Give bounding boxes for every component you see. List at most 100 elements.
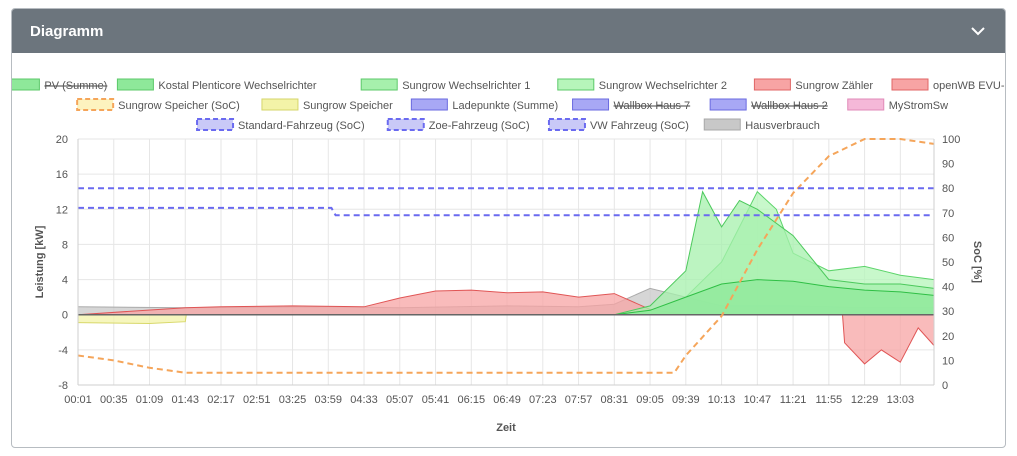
x-tick-label: 01:43 [171, 394, 199, 406]
legend-item-sungrow-z-hler[interactable]: Sungrow Zähler [753, 78, 873, 92]
legend-swatch [572, 98, 610, 111]
legend-item-wallbox-haus-7[interactable]: Wallbox Haus 7 [572, 98, 691, 112]
series-zoe-fahrzeug-soc [78, 206, 934, 217]
series-sungrow-speicher-soc [77, 138, 935, 374]
legend-item-sungrow-wechselrichter-1[interactable]: Sungrow Wechselrichter 1 [360, 78, 530, 92]
x-tick-label: 08:31 [601, 394, 629, 406]
y2-tick-label: 30 [942, 306, 954, 318]
x-tick-label: 00:35 [100, 394, 128, 406]
x-tick-label: 03:59 [315, 394, 343, 406]
legend-item-vw-fahrzeug-soc[interactable]: VW Fahrzeug (SoC) [547, 118, 689, 132]
grid [77, 138, 934, 386]
legend-swatch [547, 118, 586, 131]
chart-svg: PV (Summe) Kostal Plenticore Wechselricht… [12, 78, 1006, 434]
legend-swatch [410, 98, 448, 111]
legend-item-openwb-evu-kit[interactable]: openWB EVU-Kit [891, 78, 1006, 92]
x-tick-label: 05:41 [422, 394, 450, 406]
chevron-down-icon[interactable] [969, 22, 987, 40]
x-tick-label: 05:07 [386, 394, 414, 406]
legend-label: Ladepunkte (Summe) [452, 100, 558, 112]
x-tick-label: 07:23 [529, 394, 557, 406]
x-tick-label: 01:09 [136, 394, 164, 406]
legend-item-pv-summe[interactable]: PV (Summe) [12, 78, 107, 92]
legend-label: Wallbox Haus 7 [614, 100, 691, 112]
x-tick-label: 11:21 [780, 394, 807, 406]
x-tick-label: 06:15 [458, 394, 486, 406]
legend-swatch [847, 98, 885, 111]
legend-item-sungrow-wechselrichter-2[interactable]: Sungrow Wechselrichter 2 [557, 78, 727, 92]
legend-label: Sungrow Wechselrichter 1 [402, 80, 530, 92]
legend-label: Standard-Fahrzeug (SoC) [238, 120, 365, 132]
legend-item-standard-fahrzeug-soc[interactable]: Standard-Fahrzeug (SoC) [196, 118, 365, 132]
chart-area: PV (Summe) Kostal Plenticore Wechselricht… [12, 53, 1006, 447]
x-tick-label: 11:55 [815, 394, 842, 406]
legend-swatch [76, 98, 115, 111]
x-tick-label: 12:29 [851, 394, 879, 406]
legend-item-kostal-plenticore-wechselrichter[interactable]: Kostal Plenticore Wechselrichter [116, 78, 317, 92]
y-tick-label: 4 [62, 275, 68, 287]
y2-tick-label: 40 [942, 282, 954, 294]
y2-axis-label: SoC [%] [971, 241, 983, 284]
legend-item-sungrow-speicher[interactable]: Sungrow Speicher [261, 98, 393, 112]
legend-swatch [261, 98, 299, 111]
legend-item-sungrow-speicher-soc[interactable]: Sungrow Speicher (SoC) [76, 98, 240, 112]
legend-swatch [703, 118, 741, 131]
x-tick-label: 10:47 [744, 394, 772, 406]
legend-item-wallbox-haus-2[interactable]: Wallbox Haus 2 [709, 98, 828, 112]
legend-swatch [12, 78, 40, 91]
legend-label: VW Fahrzeug (SoC) [590, 120, 689, 132]
x-tick-label: 07:57 [565, 394, 593, 406]
legend-label: Sungrow Wechselrichter 2 [599, 80, 727, 92]
y2-tick-label: 10 [942, 355, 954, 367]
y-tick-label: 16 [56, 169, 68, 181]
x-tick-label: 06:49 [493, 394, 521, 406]
legend-swatch [386, 118, 425, 131]
legend-swatch [557, 78, 595, 91]
x-tick-label: 13:03 [887, 394, 915, 406]
legend-label: MyStromSw [889, 100, 948, 112]
y-axis-label: Leistung [kW] [34, 225, 46, 298]
y-tick-label: -8 [58, 380, 68, 392]
y2-tick-label: 20 [942, 331, 954, 343]
series-line [77, 314, 934, 325]
legend-label: Zoe-Fahrzeug (SoC) [429, 120, 530, 132]
x-tick-label: 02:51 [243, 394, 271, 406]
series-area [78, 279, 934, 315]
y-tick-label: 12 [56, 204, 68, 216]
y-tick-label: 0 [62, 310, 68, 322]
series-sungrow-wechselrichter-1 [78, 190, 935, 316]
y-tick-label: -4 [58, 345, 68, 357]
x-axis-label: Zeit [496, 422, 516, 434]
legend-label: Sungrow Zähler [795, 80, 873, 92]
series-kostal-plenticore-wechselrichter [78, 279, 935, 316]
y2-tick-label: 70 [942, 208, 954, 220]
y2-tick-label: 0 [942, 380, 948, 392]
y2-tick-label: 100 [942, 134, 960, 146]
card-header[interactable]: Diagramm [12, 9, 1005, 53]
diagram-card: Diagramm PV (Summe) Kostal Plenticore Wec… [11, 8, 1006, 448]
series-line [78, 190, 935, 316]
series-area [78, 290, 934, 364]
x-tick-label: 09:39 [672, 394, 700, 406]
legend-item-ladepunkte-summe[interactable]: Ladepunkte (Summe) [410, 98, 558, 112]
legend-label: Kostal Plenticore Wechselrichter [158, 80, 316, 92]
y-tick-label: 8 [62, 239, 68, 251]
y2-tick-label: 60 [942, 232, 954, 244]
x-tick-label: 02:17 [207, 394, 235, 406]
legend-label: Hausverbrauch [745, 120, 820, 132]
x-tick-label: 03:25 [279, 394, 307, 406]
y-tick-label: 20 [56, 134, 68, 146]
legend-label: Sungrow Speicher (SoC) [118, 100, 240, 112]
legend-item-zoe-fahrzeug-soc[interactable]: Zoe-Fahrzeug (SoC) [386, 118, 530, 132]
legend-swatch [753, 78, 791, 91]
x-tick-label: 04:33 [350, 394, 378, 406]
legend-item-mystromsw[interactable]: MyStromSw [847, 98, 948, 112]
series-line [78, 279, 935, 316]
legend-swatch [116, 78, 154, 91]
series-area [78, 191, 934, 315]
legend-item-hausverbrauch[interactable]: Hausverbrauch [703, 118, 820, 132]
x-tick-label: 10:13 [708, 394, 736, 406]
legend-label: PV (Summe) [44, 80, 107, 92]
legend-label: Wallbox Haus 2 [751, 100, 828, 112]
series-area [78, 314, 934, 324]
